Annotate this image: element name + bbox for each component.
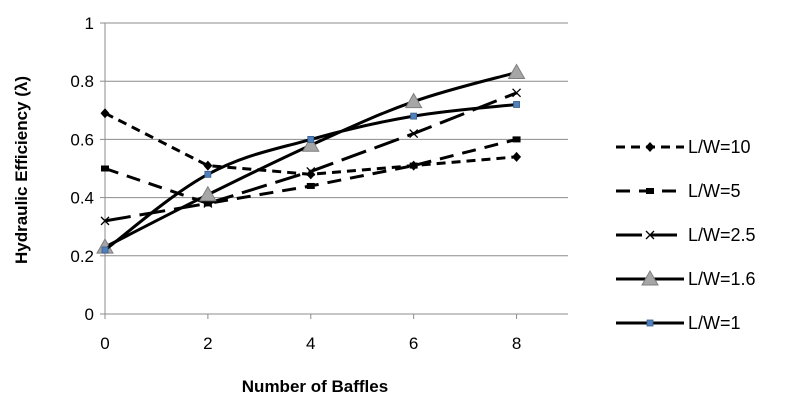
legend-marker: [645, 142, 655, 152]
legend-marker: [641, 269, 659, 286]
x-tick-label: 6: [409, 334, 418, 353]
x-tick-label: 0: [100, 334, 109, 353]
data-point-marker: [204, 170, 212, 178]
legend-marker: [646, 319, 654, 327]
legend: L/W=10 L/W=5 L/W=2.5 L/W=1.6 L/W=1: [616, 137, 756, 333]
data-point-marker: [410, 112, 418, 120]
legend-label: L/W=1: [688, 313, 741, 333]
series-line-3: [104, 71, 517, 249]
data-point-marker: [512, 151, 522, 162]
data-point-marker: [306, 182, 315, 189]
series-layer: [96, 63, 526, 254]
legend-label: L/W=10: [688, 137, 751, 157]
x-axis-title: Number of Baffles: [242, 377, 388, 396]
data-point-marker: [513, 101, 520, 108]
legend-marker: [646, 188, 654, 194]
data-point-marker: [100, 108, 110, 119]
data-point-marker: [301, 136, 320, 152]
y-tick-label: 0.6: [70, 130, 94, 149]
legend-label: L/W=2.5: [688, 225, 756, 245]
data-point-marker: [199, 185, 217, 202]
y-tick-label: 0: [85, 305, 94, 324]
legend-label: L/W=1.6: [688, 269, 756, 289]
tick-labels: 0 0.2 0.4 0.6 0.8 1 0 2 4 6 8: [70, 14, 521, 353]
data-point-marker: [404, 92, 423, 109]
y-axis-title: Hydraulic Efficiency (λ): [12, 76, 31, 264]
x-tick-label: 8: [512, 334, 521, 353]
x-tick-label: 4: [306, 334, 315, 353]
y-tick-label: 0.2: [70, 247, 94, 266]
data-point-marker: [203, 160, 213, 171]
data-point-marker: [507, 63, 526, 79]
data-point-marker: [409, 162, 418, 169]
data-point-marker: [307, 135, 315, 143]
gridlines: [105, 22, 568, 257]
legend-label: L/W=5: [688, 181, 741, 201]
data-point-marker: [100, 216, 110, 226]
y-tick-label: 0.4: [70, 189, 94, 208]
y-tick-label: 0.8: [70, 72, 94, 91]
data-point-marker: [101, 246, 109, 254]
data-point-marker: [409, 129, 419, 139]
data-point-marker: [512, 136, 521, 143]
data-point-marker: [512, 88, 522, 98]
y-tick-label: 1: [85, 14, 94, 33]
data-point-marker: [101, 165, 109, 172]
x-tick-label: 2: [203, 334, 212, 353]
data-point-marker: [306, 166, 316, 176]
legend-marker: [645, 230, 655, 240]
